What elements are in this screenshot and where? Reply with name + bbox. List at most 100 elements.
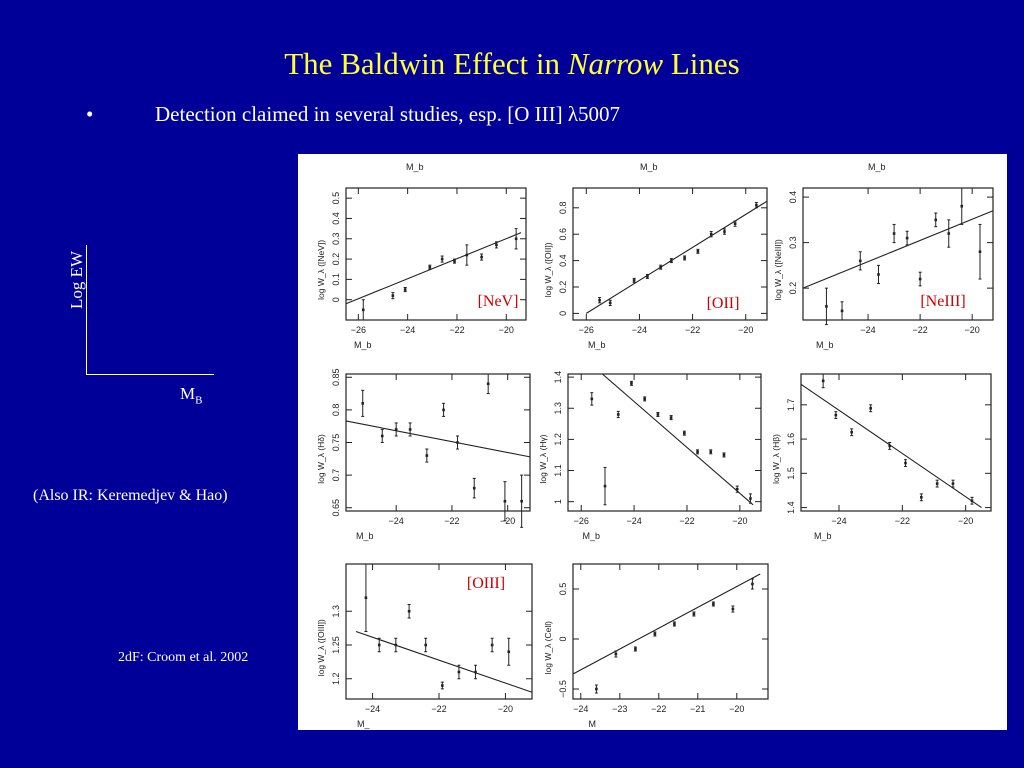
y-tick-label: 1.2: [553, 433, 563, 446]
y-tick-label: 0: [558, 636, 568, 641]
data-point: [683, 431, 686, 435]
data-point: [951, 482, 955, 485]
plot-frame: [572, 563, 769, 700]
fit-line: [800, 383, 982, 509]
x-tick-label: −20: [729, 704, 744, 714]
data-point: [934, 218, 938, 222]
data-point: [840, 309, 844, 313]
data-point: [634, 647, 637, 651]
y-axis-label: log W_λ (Hδ): [316, 434, 326, 484]
x-tick-label: −20: [965, 325, 980, 335]
bullet-text: Detection claimed in several studies, es…: [155, 102, 621, 126]
x-tick-label: −26: [574, 516, 589, 526]
y-tick-label: 0.5: [558, 583, 568, 596]
data-point: [892, 232, 896, 235]
x-tick-label: −21: [690, 704, 705, 714]
data-point: [905, 236, 909, 240]
data-point: [425, 454, 429, 457]
plot-frame: [345, 187, 527, 321]
x-tick-label: −22: [651, 704, 666, 714]
fit-line: [802, 210, 994, 289]
y-tick-label: 0.4: [788, 191, 798, 204]
data-point: [453, 259, 456, 263]
y-tick-label: 0.4: [558, 254, 568, 267]
data-point: [904, 461, 907, 465]
bullet-marker: •: [86, 102, 94, 126]
data-point: [978, 250, 982, 254]
y-axis-label: log W_λ ([NeV]): [316, 240, 326, 300]
y-axis-label: log W_λ (Hβ): [771, 434, 781, 484]
fit-line: [345, 232, 522, 305]
y-axis-label: log W_λ (Cell): [543, 621, 553, 675]
x-tick-label: −20: [958, 516, 973, 526]
x-tick-label: −24: [573, 704, 588, 714]
y-axis-label: log W_λ (Hγ): [538, 434, 548, 483]
y-tick-label: 0.85: [331, 368, 341, 386]
sketch-x-axis: [86, 374, 214, 375]
data-point: [733, 222, 737, 225]
data-point: [643, 397, 646, 401]
y-tick-label: 1: [553, 499, 563, 504]
data-point: [669, 416, 673, 419]
x-axis-label: M: [589, 719, 597, 729]
data-point: [514, 237, 518, 241]
x-tick-label: −22: [449, 325, 464, 335]
chart-panel-5: −26 −24 −22 −20 1 1.1 1.2 1.3 1.4 M_b log W_λ (Hγ): [538, 371, 762, 541]
y-tick-label: 0.8: [331, 404, 341, 417]
y-tick-label: 0.5: [331, 192, 341, 205]
data-point: [692, 612, 696, 616]
y-tick-label: −0.5: [558, 680, 568, 698]
data-point: [441, 684, 444, 687]
top-axis-label: M_b: [868, 162, 886, 172]
data-point: [630, 382, 633, 385]
data-point: [474, 670, 477, 674]
x-tick-label: −20: [732, 516, 747, 526]
data-point: [394, 428, 398, 431]
y-tick-label: 1.25: [331, 636, 341, 654]
y-tick-label: 0.65: [331, 499, 341, 517]
data-point: [749, 497, 752, 500]
y-tick-label: 0.4: [331, 212, 341, 225]
y-tick-label: 1.3: [553, 402, 563, 415]
plot-frame: [345, 373, 531, 512]
data-point: [465, 253, 469, 257]
data-point: [440, 257, 444, 261]
data-point: [424, 643, 428, 647]
sketch-x-label-sub: B: [195, 394, 203, 407]
data-point: [480, 255, 483, 259]
y-tick-label: 1.3: [331, 605, 341, 618]
top-axis-label: M_b: [640, 162, 658, 172]
data-point: [850, 430, 853, 434]
y-axis-label: log W_λ ([OIII]): [316, 619, 326, 676]
data-point: [731, 607, 735, 611]
chart-panel-6: −24 −22 −20 1.4 1.5 1.6 1.7 M_b log W_λ (Hβ): [771, 373, 992, 541]
x-tick-label: −24: [365, 704, 380, 714]
data-point: [428, 265, 432, 269]
data-point: [603, 484, 607, 488]
x-axis-label: M_b: [356, 531, 374, 541]
x-tick-label: −26: [351, 325, 366, 335]
data-point: [361, 402, 365, 405]
x-tick-label: −24: [400, 325, 415, 335]
y-tick-label: 0: [331, 297, 341, 302]
fit-line: [355, 630, 533, 693]
data-point: [858, 259, 862, 263]
data-point: [503, 499, 507, 503]
data-point: [970, 499, 974, 503]
data-point: [394, 643, 398, 647]
data-point: [377, 643, 381, 647]
x-tick-label: −24: [831, 516, 846, 526]
x-tick-label: −22: [895, 516, 910, 526]
data-point: [670, 259, 673, 262]
data-point: [456, 441, 459, 444]
data-point: [722, 453, 726, 457]
data-point: [646, 275, 649, 278]
y-tick-label: 1.1: [553, 464, 563, 477]
x-tick-label: −23: [612, 704, 627, 714]
x-tick-label: −20: [738, 325, 753, 335]
line-tag: [OII]: [707, 295, 740, 312]
x-tick-label: −20: [500, 516, 515, 526]
